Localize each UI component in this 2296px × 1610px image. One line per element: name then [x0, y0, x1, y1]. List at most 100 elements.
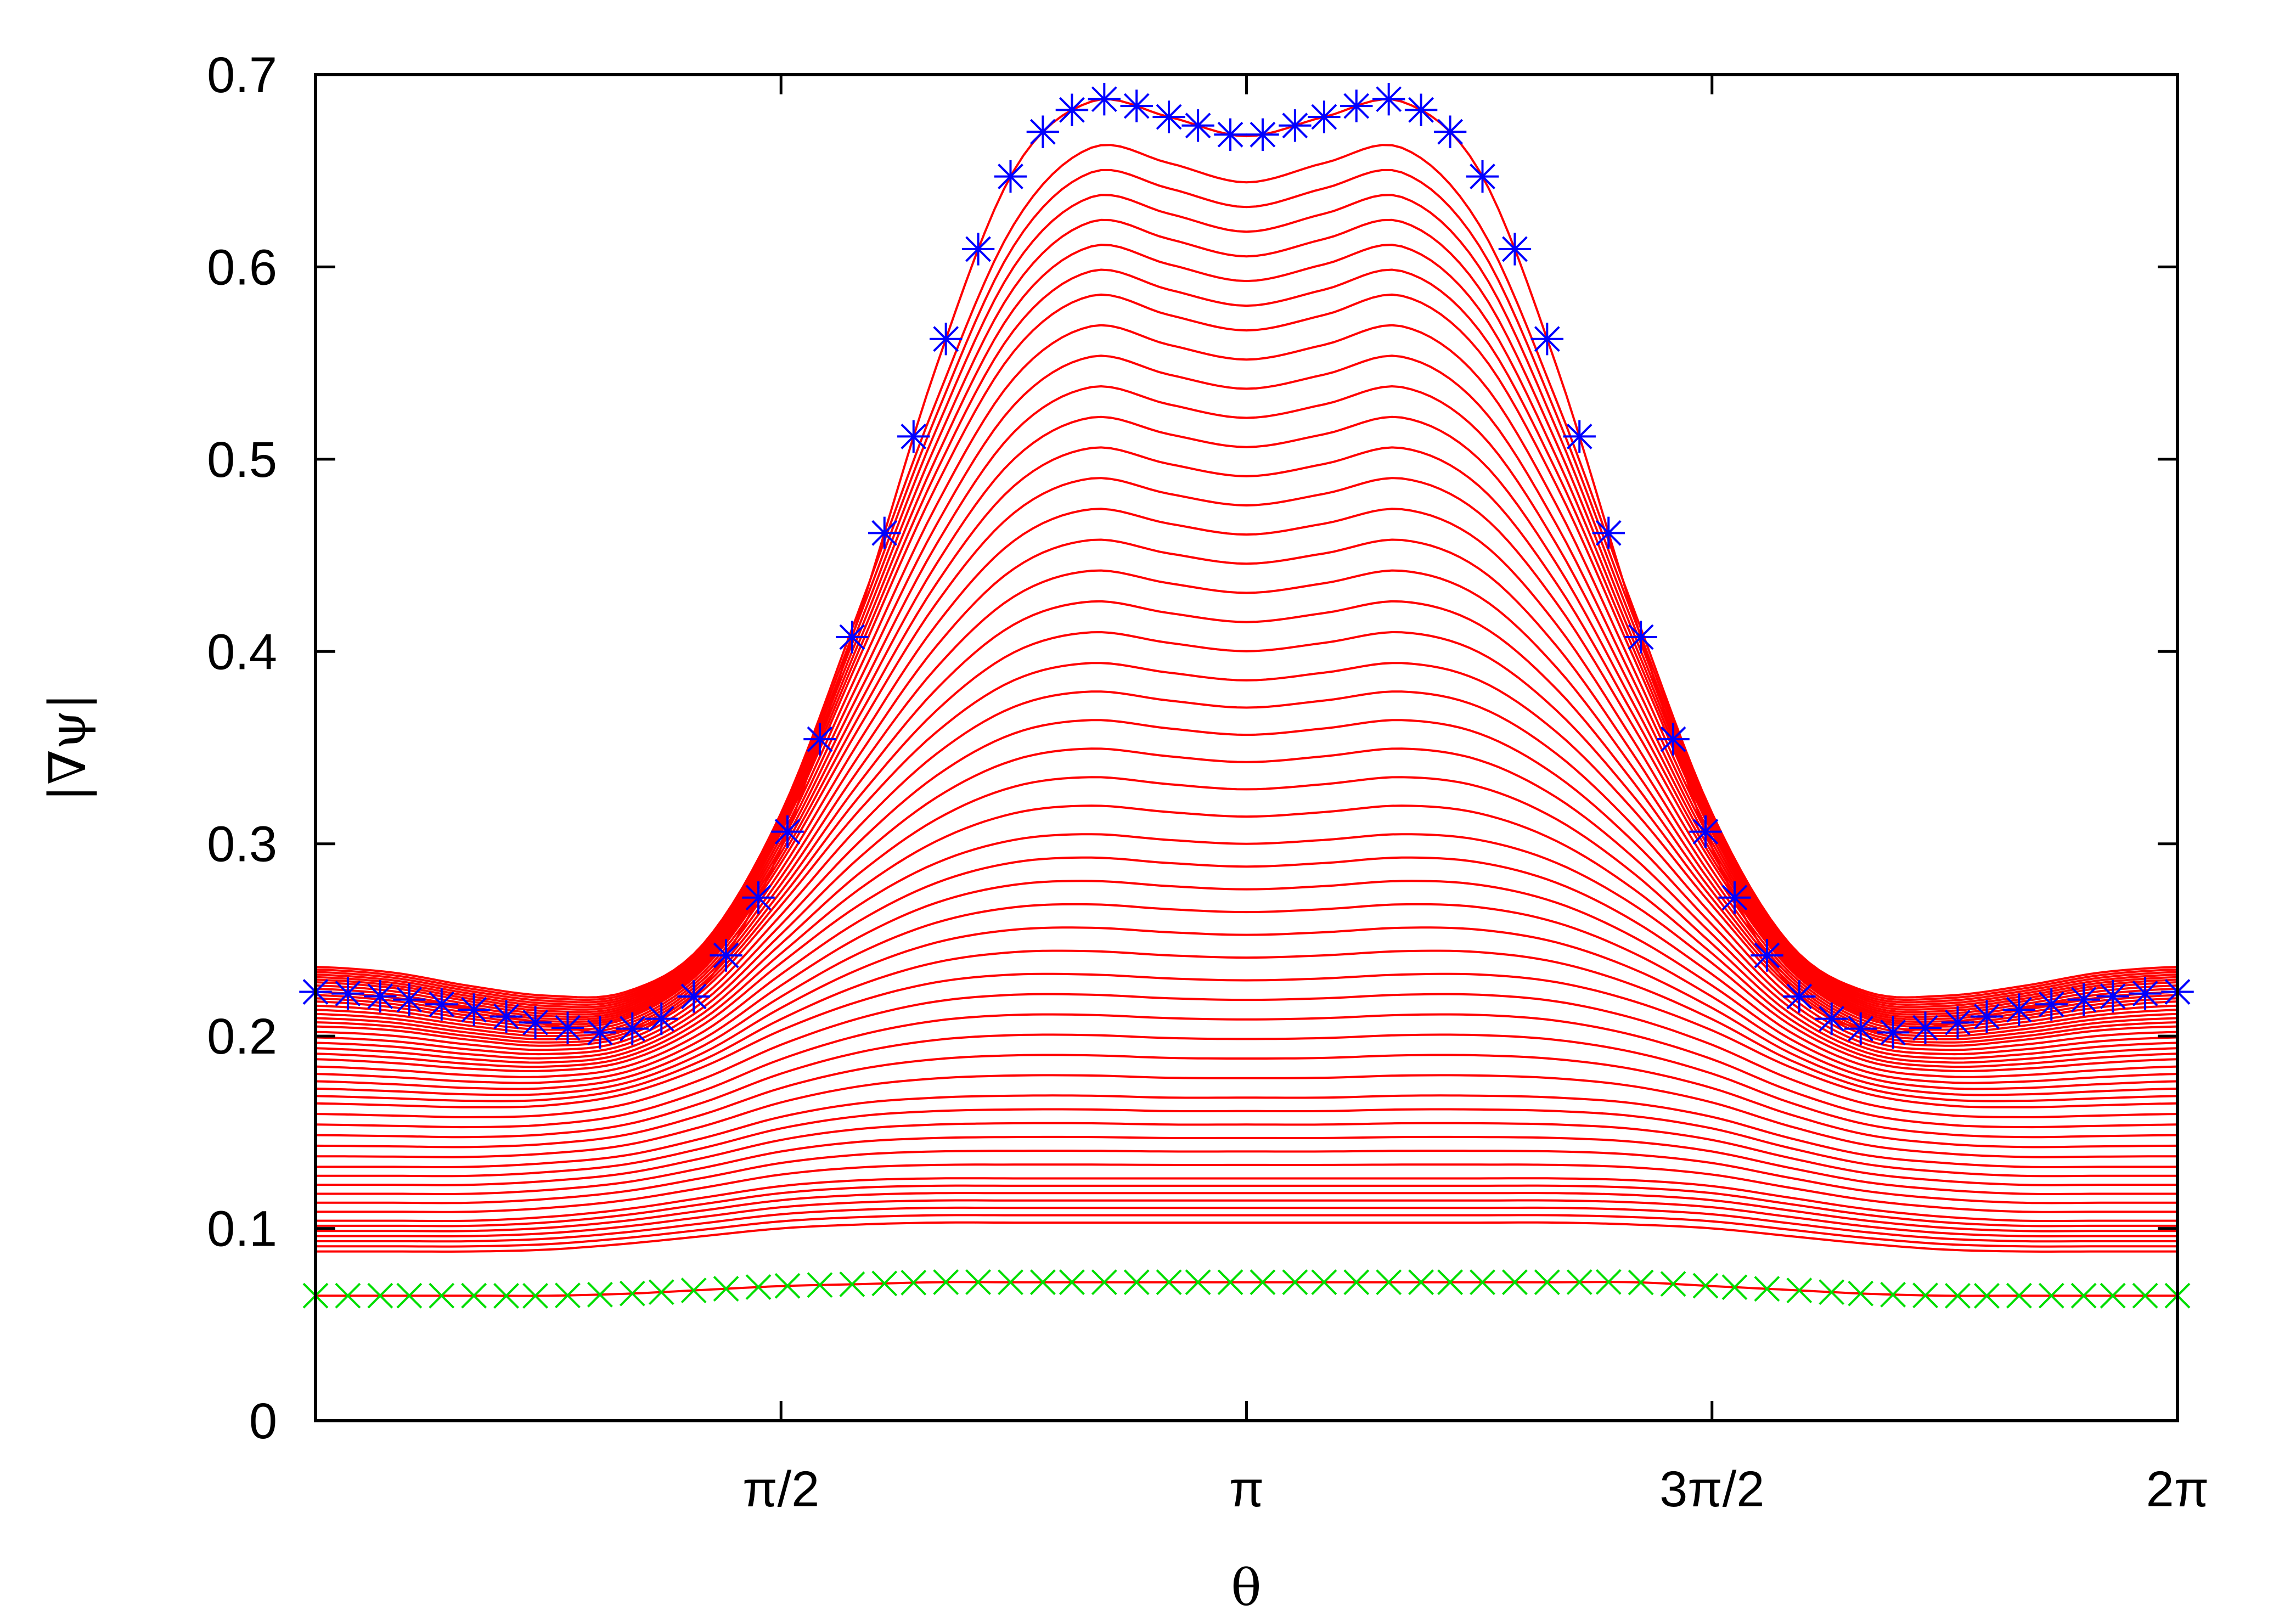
final-series-marker — [1181, 109, 1214, 142]
initial-series-marker — [965, 1269, 991, 1295]
final-series-marker — [2067, 983, 2100, 1016]
intermediate-series-line — [316, 1199, 2177, 1237]
final-series-marker — [1340, 89, 1373, 122]
final-series-marker — [551, 1011, 584, 1044]
y-axis-title: |∇ψ| — [38, 693, 97, 802]
final-series-marker — [1055, 93, 1089, 127]
final-series-marker — [645, 1002, 678, 1035]
final-series-line — [315, 98, 2178, 1034]
final-series-marker — [742, 881, 775, 914]
final-series-marker — [1279, 109, 1312, 142]
intermediate-series-line — [315, 194, 2178, 1004]
final-series-marker — [2002, 993, 2036, 1026]
final-series-marker — [1372, 83, 1405, 116]
initial-series-marker — [1376, 1269, 1402, 1296]
initial-series-marker — [367, 1282, 393, 1309]
final-series-marker — [771, 815, 804, 848]
initial-series-marker — [1408, 1269, 1434, 1296]
initial-series-marker — [1437, 1269, 1464, 1296]
initial-series-marker — [1692, 1273, 1719, 1299]
final-series-marker — [803, 723, 836, 756]
initial-series-marker — [335, 1282, 361, 1309]
initial-series-marker — [2132, 1282, 2158, 1309]
initial-series-marker — [1282, 1269, 1308, 1296]
initial-series-marker — [587, 1281, 613, 1308]
final-series-marker — [364, 979, 397, 1013]
final-series-marker — [961, 233, 995, 266]
final-series-marker — [1718, 881, 1751, 914]
final-series-marker — [868, 516, 901, 550]
intermediate-series-line — [315, 719, 2178, 1056]
intermediate-series-line — [315, 168, 2178, 1001]
initial-series-marker — [1470, 1269, 1495, 1296]
intermediate-series-line — [316, 1094, 2177, 1168]
initial-series-marker — [1880, 1281, 1906, 1308]
final-series-marker — [425, 988, 458, 1021]
final-series-marker — [1026, 115, 1060, 148]
x-tick-label: π — [1229, 1461, 1264, 1517]
final-series-marker — [1433, 115, 1467, 148]
initial-series-marker — [1250, 1269, 1276, 1296]
initial-series-marker — [1029, 1269, 1056, 1296]
intermediate-series-line — [315, 690, 2178, 1051]
y-tick-label: 0 — [249, 1393, 277, 1449]
initial-series-marker — [1156, 1269, 1182, 1296]
initial-series-marker — [2006, 1282, 2032, 1309]
final-series-marker — [1308, 100, 1341, 133]
initial-series-marker — [774, 1273, 801, 1299]
final-series-marker — [1815, 1002, 1848, 1035]
initial-series-marker — [807, 1272, 833, 1298]
intermediate-series-line — [315, 446, 2178, 1026]
y-tick-label: 0.6 — [207, 239, 277, 295]
initial-series-marker — [998, 1269, 1023, 1296]
intermediate-series-line — [315, 880, 2178, 1084]
initial-series-marker — [1185, 1269, 1211, 1296]
intermediate-series-line — [315, 538, 2178, 1034]
intermediate-series-line — [315, 833, 2178, 1073]
final-series-marker — [1909, 1011, 1942, 1044]
initial-series-marker — [1217, 1269, 1243, 1296]
initial-series-marker — [839, 1271, 865, 1297]
intermediate-series-line — [316, 1192, 2177, 1232]
x-axis-title: θ — [1231, 1558, 1261, 1610]
initial-series-marker — [1660, 1271, 1686, 1297]
final-series-marker — [1246, 118, 1279, 151]
initial-series-marker — [648, 1279, 674, 1305]
y-tick-label: 0.1 — [207, 1201, 277, 1257]
intermediate-series-line — [316, 1184, 2177, 1228]
intermediate-series-line — [315, 324, 2178, 1016]
initial-series-marker — [1754, 1276, 1780, 1302]
final-series-marker — [1466, 160, 1499, 193]
intermediate-series-line — [315, 856, 2178, 1078]
final-series-marker — [677, 980, 710, 1013]
intermediate-series-line — [315, 926, 2178, 1096]
initial-series-marker — [1628, 1269, 1654, 1296]
final-series-marker — [1624, 621, 1657, 654]
y-tick-label: 0.4 — [207, 624, 277, 680]
intermediate-series-line — [315, 903, 2178, 1090]
initial-series-marker — [713, 1276, 739, 1302]
initial-series-marker — [2070, 1282, 2097, 1309]
final-series-marker — [1941, 1006, 1974, 1039]
x-tick-label: 2π — [2146, 1461, 2209, 1517]
final-series-marker — [710, 939, 742, 972]
final-series-marker — [929, 322, 963, 356]
final-series-marker — [897, 420, 930, 453]
initial-series-line — [316, 1281, 2177, 1297]
x-tick-label: 3π/2 — [1659, 1461, 1764, 1517]
final-series-marker — [331, 977, 364, 1010]
series-layer — [315, 98, 2178, 1297]
initial-series-marker — [522, 1283, 548, 1309]
intermediate-series-line — [315, 1054, 2178, 1149]
final-series-marker — [1214, 118, 1247, 151]
intermediate-series-line — [315, 776, 2178, 1064]
initial-series-marker — [396, 1282, 423, 1309]
final-series-marker — [1751, 939, 1783, 972]
y-tick-label: 0.3 — [207, 817, 277, 872]
intermediate-series-line — [316, 1177, 2177, 1223]
marker-layer — [299, 83, 2194, 1309]
intermediate-series-line — [315, 1013, 2178, 1129]
intermediate-series-line — [315, 631, 2178, 1044]
initial-series-marker — [901, 1270, 927, 1296]
